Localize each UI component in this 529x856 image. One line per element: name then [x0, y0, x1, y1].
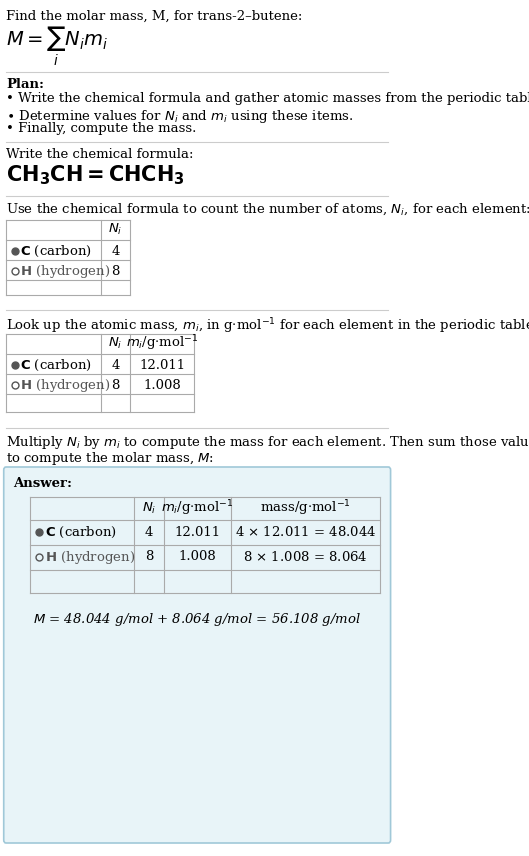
Text: 4 $\times$ 12.011 = 48.044: 4 $\times$ 12.011 = 48.044 [235, 525, 376, 539]
Text: 8 $\times$ 1.008 = 8.064: 8 $\times$ 1.008 = 8.064 [243, 550, 368, 564]
Text: 4: 4 [145, 526, 153, 538]
Text: 12.011: 12.011 [175, 526, 221, 538]
Text: Answer:: Answer: [13, 477, 72, 490]
Text: $\mathbf{C}$ (carbon): $\mathbf{C}$ (carbon) [20, 358, 92, 372]
Text: $N_i$: $N_i$ [142, 501, 156, 515]
Text: 8: 8 [111, 378, 120, 391]
Text: $\mathbf{H}$ (hydrogen): $\mathbf{H}$ (hydrogen) [20, 263, 111, 280]
Text: 8: 8 [111, 265, 120, 277]
Text: $\mathbf{C}$ (carbon): $\mathbf{C}$ (carbon) [45, 525, 116, 539]
Text: $\mathbf{H}$ (hydrogen): $\mathbf{H}$ (hydrogen) [20, 377, 111, 394]
Text: $M = \sum_{i} N_i m_i$: $M = \sum_{i} N_i m_i$ [6, 25, 108, 68]
Text: to compute the molar mass, $M$:: to compute the molar mass, $M$: [6, 450, 214, 467]
Text: 8: 8 [145, 550, 153, 563]
Text: $\bullet$ Determine values for $N_i$ and $m_i$ using these items.: $\bullet$ Determine values for $N_i$ and… [6, 108, 353, 125]
Text: $N_i$: $N_i$ [108, 222, 123, 236]
Text: Look up the atomic mass, $m_i$, in g$\cdot$mol$^{-1}$ for each element in the pe: Look up the atomic mass, $m_i$, in g$\cd… [6, 316, 529, 336]
Text: $M$ = 48.044 g/mol + 8.064 g/mol = 56.108 g/mol: $M$ = 48.044 g/mol + 8.064 g/mol = 56.10… [33, 611, 361, 628]
Text: Find the molar mass, M, for trans-2–butene:: Find the molar mass, M, for trans-2–bute… [6, 10, 303, 23]
Text: $N_i$: $N_i$ [108, 336, 123, 351]
Text: • Write the chemical formula and gather atomic masses from the periodic table.: • Write the chemical formula and gather … [6, 92, 529, 105]
Text: 1.008: 1.008 [143, 378, 181, 391]
Text: mass/g$\cdot$mol$^{-1}$: mass/g$\cdot$mol$^{-1}$ [260, 498, 351, 518]
Text: $\mathbf{H}$ (hydrogen): $\mathbf{H}$ (hydrogen) [45, 549, 135, 566]
FancyBboxPatch shape [4, 467, 390, 843]
Text: Use the chemical formula to count the number of atoms, $N_i$, for each element:: Use the chemical formula to count the nu… [6, 202, 529, 217]
Text: $\mathbf{CH_3CH{=}CHCH_3}$: $\mathbf{CH_3CH{=}CHCH_3}$ [6, 163, 185, 187]
Text: 1.008: 1.008 [179, 550, 216, 563]
Text: • Finally, compute the mass.: • Finally, compute the mass. [6, 122, 196, 135]
Text: 12.011: 12.011 [139, 359, 185, 372]
Text: Plan:: Plan: [6, 78, 44, 91]
Text: Multiply $N_i$ by $m_i$ to compute the mass for each element. Then sum those val: Multiply $N_i$ by $m_i$ to compute the m… [6, 434, 529, 451]
Text: $m_i$/g$\cdot$mol$^{-1}$: $m_i$/g$\cdot$mol$^{-1}$ [126, 333, 198, 353]
Text: $\mathbf{C}$ (carbon): $\mathbf{C}$ (carbon) [20, 243, 92, 259]
Text: Write the chemical formula:: Write the chemical formula: [6, 148, 194, 161]
Text: 4: 4 [111, 245, 120, 258]
Text: $m_i$/g$\cdot$mol$^{-1}$: $m_i$/g$\cdot$mol$^{-1}$ [161, 498, 234, 518]
Text: 4: 4 [111, 359, 120, 372]
